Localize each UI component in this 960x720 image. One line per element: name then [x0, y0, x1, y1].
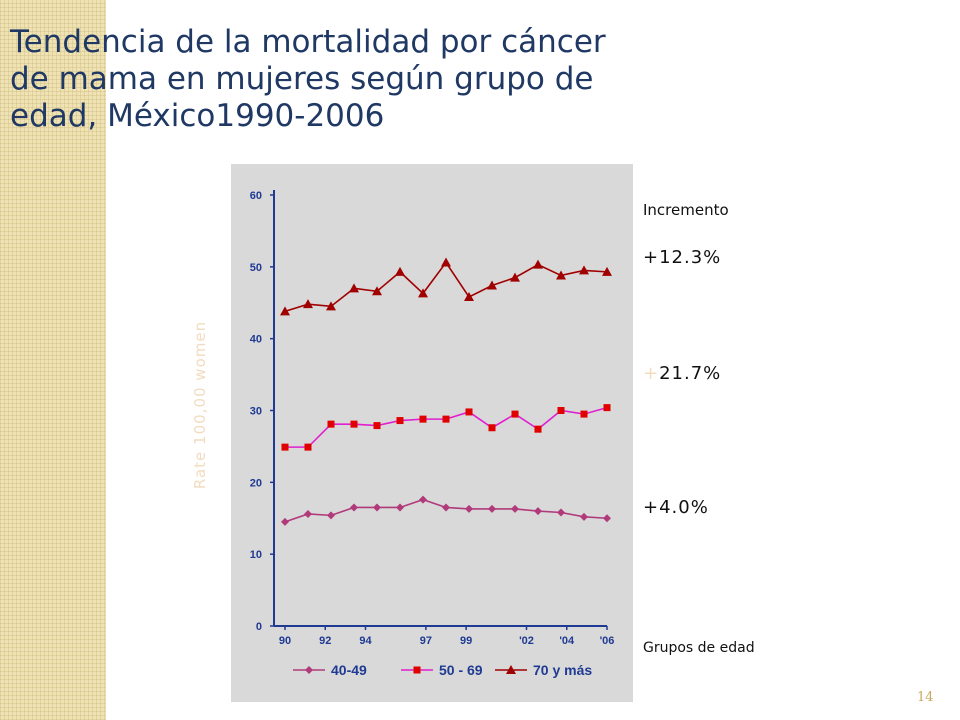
data-point-50-69	[327, 420, 335, 428]
y-tick-label: 40	[250, 334, 262, 346]
y-axis-label-text: Rate 100,00 women	[191, 320, 209, 490]
data-point-70-plus	[579, 265, 589, 275]
data-point-40-49	[304, 509, 312, 518]
legend-label-70-plus: 70 y más	[533, 662, 592, 678]
data-point-70-plus	[326, 301, 336, 311]
y-tick-label: 20	[250, 477, 262, 489]
legend-marker-50-69	[413, 666, 421, 674]
legend-label-40-49: 40-49	[331, 662, 367, 678]
y-tick-label: 50	[250, 262, 262, 274]
data-point-40-49	[557, 508, 565, 517]
increment-heading: Incremento	[643, 201, 729, 219]
increment-40-49: +4.0%	[643, 497, 709, 518]
groups-label: Grupos de edad	[643, 640, 755, 656]
data-point-40-49	[511, 504, 519, 513]
data-point-50-69	[304, 443, 312, 451]
increment-50-69: +21.7%	[643, 363, 721, 384]
data-point-40-49	[465, 504, 473, 513]
data-point-50-69	[465, 408, 473, 416]
data-point-40-49	[419, 495, 427, 504]
data-point-50-69	[511, 410, 519, 418]
increment-value: 12.3%	[659, 247, 722, 268]
data-point-40-49	[281, 517, 289, 526]
decorative-side-strip	[0, 0, 106, 720]
data-point-70-plus	[441, 257, 451, 267]
page-number: 14	[917, 690, 934, 705]
data-point-70-plus	[464, 292, 474, 302]
increment-plus-sign: +	[643, 497, 660, 518]
increment-value: 21.7%	[659, 363, 722, 384]
x-tick-label: 92	[319, 635, 331, 647]
increment-plus-sign: +	[643, 363, 660, 384]
data-point-50-69	[419, 415, 427, 423]
data-point-40-49	[396, 503, 404, 512]
x-tick-label: 99	[460, 635, 472, 647]
data-point-70-plus	[372, 286, 382, 296]
data-point-50-69	[603, 404, 611, 412]
data-point-50-69	[373, 422, 381, 430]
legend-label-50-69: 50 - 69	[439, 662, 483, 678]
y-tick-label: 30	[250, 406, 262, 418]
data-point-50-69	[557, 407, 565, 414]
data-point-40-49	[350, 503, 358, 512]
series-line-70-plus	[284, 261, 608, 313]
legend-marker-70-plus	[506, 665, 516, 674]
data-point-50-69	[396, 417, 404, 425]
x-tick-label: '04	[559, 635, 575, 647]
y-tick-label: 0	[256, 621, 262, 633]
data-point-70-plus	[418, 288, 428, 298]
x-tick-label: 94	[359, 635, 372, 647]
data-point-50-69	[350, 420, 358, 428]
data-point-50-69	[488, 424, 496, 432]
increment-value: 4.0%	[659, 497, 709, 518]
data-point-50-69	[281, 443, 289, 451]
data-point-40-49	[603, 514, 611, 523]
data-point-40-49	[534, 507, 542, 516]
data-point-40-49	[488, 504, 496, 513]
data-point-70-plus	[510, 272, 520, 282]
legend-marker-40-49	[305, 666, 313, 674]
x-tick-label: 90	[279, 635, 291, 647]
data-point-70-plus	[602, 266, 612, 276]
data-point-70-plus	[556, 270, 566, 280]
increment-70-plus: +12.3%	[643, 247, 721, 268]
data-point-70-plus	[533, 259, 543, 269]
data-point-70-plus	[280, 306, 290, 316]
chart-panel: 0 10 20 30 40 50 60 90 92 94 97 99 '02 '04 '06 40-49 50 …	[231, 164, 633, 702]
y-tick-label: 60	[250, 190, 262, 202]
x-tick-label: '06	[600, 635, 615, 647]
x-tick-label: '02	[519, 635, 534, 647]
data-point-40-49	[580, 512, 588, 521]
data-point-50-69	[534, 425, 542, 433]
data-point-70-plus	[303, 299, 313, 309]
data-point-50-69	[442, 415, 450, 423]
line-chart: 0 10 20 30 40 50 60 90 92 94 97 99 '02 '04 '06 40-49 50 …	[250, 190, 615, 678]
data-point-70-plus	[349, 283, 359, 293]
increment-plus-sign: +	[643, 247, 660, 268]
data-point-70-plus	[487, 280, 497, 290]
y-tick-label: 10	[250, 549, 262, 561]
slide-title: Tendencia de la mortalidad por cáncer de…	[10, 24, 606, 134]
data-point-40-49	[442, 503, 450, 512]
data-point-40-49	[373, 503, 381, 512]
data-point-50-69	[580, 410, 588, 418]
data-point-40-49	[327, 511, 335, 520]
data-point-70-plus	[395, 266, 405, 276]
x-tick-label: 97	[420, 635, 432, 647]
